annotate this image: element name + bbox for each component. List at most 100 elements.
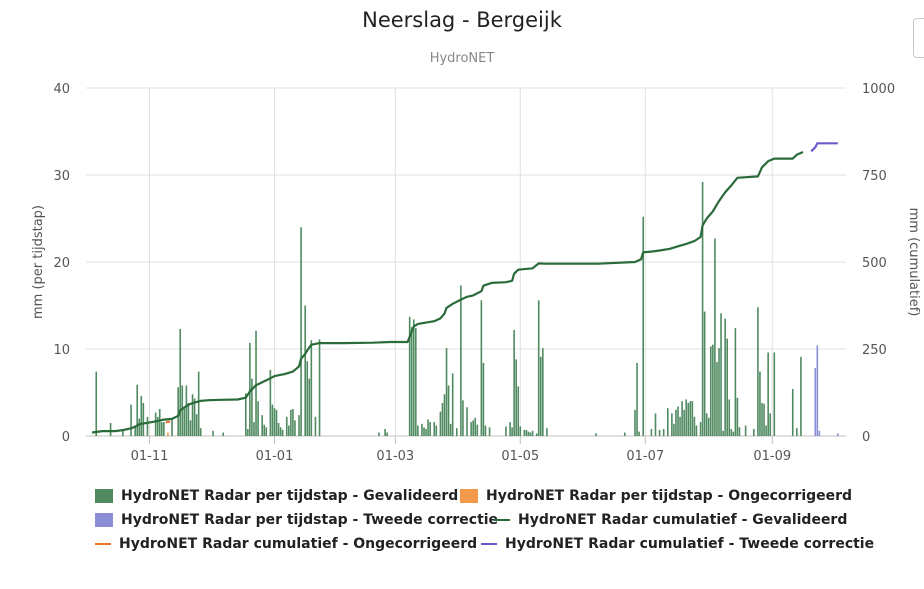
- bar-gevalideerd[interactable]: [537, 300, 540, 436]
- bar-gevalideerd[interactable]: [427, 419, 429, 436]
- bar-gevalideerd[interactable]: [677, 406, 679, 436]
- bar-gevalideerd[interactable]: [177, 387, 179, 436]
- bar-gevalideerd[interactable]: [642, 216, 644, 436]
- bar-gevalideerd[interactable]: [160, 422, 163, 436]
- bar-gevalideerd[interactable]: [767, 352, 769, 436]
- bar-gevalideerd[interactable]: [482, 362, 485, 436]
- bar-tweede[interactable]: [816, 345, 819, 436]
- legend-item[interactable]: HydroNET Radar cumulatief - Ongecorrigee…: [95, 536, 477, 552]
- bar-gevalideerd[interactable]: [185, 385, 188, 436]
- bar-gevalideerd[interactable]: [527, 431, 530, 436]
- bar-gevalideerd[interactable]: [724, 318, 726, 436]
- bar-gevalideerd[interactable]: [699, 422, 702, 436]
- bar-gevalideerd[interactable]: [515, 359, 517, 436]
- bar-gevalideerd[interactable]: [142, 402, 145, 436]
- bar-gevalideerd[interactable]: [470, 422, 472, 436]
- bar-gevalideerd[interactable]: [474, 417, 477, 436]
- bar-gevalideerd[interactable]: [714, 238, 716, 436]
- bar-gevalideerd[interactable]: [744, 425, 747, 436]
- bar-gevalideerd[interactable]: [410, 327, 413, 436]
- bar-gevalideerd[interactable]: [433, 422, 436, 436]
- bar-gevalideerd[interactable]: [753, 429, 755, 436]
- bar-gevalideerd[interactable]: [249, 342, 251, 436]
- bar-gevalideerd[interactable]: [709, 346, 712, 436]
- bar-gevalideerd[interactable]: [796, 428, 798, 436]
- bar-gevalideerd[interactable]: [247, 429, 249, 436]
- bar-gevalideerd[interactable]: [318, 339, 321, 436]
- bar-gevalideerd[interactable]: [687, 402, 690, 436]
- bar-gevalideerd[interactable]: [429, 422, 431, 436]
- bar-gevalideerd[interactable]: [122, 429, 124, 436]
- bar-gevalideerd[interactable]: [763, 403, 765, 436]
- bar-gevalideerd[interactable]: [310, 340, 313, 436]
- bar-gevalideerd[interactable]: [769, 413, 772, 436]
- bar-gevalideerd[interactable]: [181, 385, 184, 436]
- bar-gevalideerd[interactable]: [158, 409, 161, 436]
- bar-gevalideerd[interactable]: [294, 420, 296, 436]
- bar-gevalideerd[interactable]: [253, 422, 255, 436]
- bar-gevalideerd[interactable]: [728, 399, 731, 436]
- bar-gevalideerd[interactable]: [720, 313, 722, 436]
- bar-gevalideerd[interactable]: [654, 413, 657, 436]
- bar-gevalideerd[interactable]: [691, 401, 694, 436]
- bar-gevalideerd[interactable]: [662, 429, 665, 436]
- legend-item[interactable]: HydroNET Radar per tijdstap - Gevalideer…: [95, 488, 458, 504]
- bar-gevalideerd[interactable]: [425, 429, 427, 436]
- bar-gevalideerd[interactable]: [288, 425, 290, 436]
- bar-gevalideerd[interactable]: [261, 415, 263, 436]
- bar-gevalideerd[interactable]: [308, 378, 311, 436]
- bar-gevalideerd[interactable]: [271, 404, 274, 436]
- bar-gevalideerd[interactable]: [759, 371, 761, 436]
- bar-gevalideerd[interactable]: [265, 427, 268, 436]
- bar-gevalideerd[interactable]: [546, 428, 548, 436]
- bar-gevalideerd[interactable]: [378, 432, 380, 436]
- bar-gevalideerd[interactable]: [712, 344, 714, 436]
- bar-gevalideerd[interactable]: [191, 394, 194, 436]
- bar-gevalideerd[interactable]: [441, 402, 444, 436]
- bar-gevalideerd[interactable]: [511, 427, 513, 436]
- bar-gevalideerd[interactable]: [460, 285, 462, 436]
- bar-gevalideerd[interactable]: [722, 430, 724, 436]
- bar-gevalideerd[interactable]: [171, 418, 173, 436]
- bar-gevalideerd[interactable]: [650, 429, 653, 436]
- bar-gevalideerd[interactable]: [679, 416, 681, 436]
- bar-tweede[interactable]: [818, 430, 821, 436]
- chart-menu-button[interactable]: [913, 18, 924, 58]
- bar-gevalideerd[interactable]: [277, 422, 280, 436]
- bar-gevalideerd[interactable]: [683, 409, 685, 436]
- bar-gevalideerd[interactable]: [275, 409, 278, 436]
- bar-gevalideerd[interactable]: [189, 420, 192, 436]
- bar-gevalideerd[interactable]: [279, 427, 282, 436]
- bar-gevalideerd[interactable]: [695, 425, 698, 436]
- bar-gevalideerd[interactable]: [134, 425, 136, 436]
- bar-gevalideerd[interactable]: [505, 426, 507, 436]
- bar-gevalideerd[interactable]: [800, 356, 802, 436]
- bar-gevalideerd[interactable]: [415, 328, 417, 436]
- bar-gevalideerd[interactable]: [163, 422, 165, 436]
- bar-gevalideerd[interactable]: [154, 412, 157, 436]
- bar-gevalideerd[interactable]: [517, 386, 520, 436]
- bar-gevalideerd[interactable]: [212, 430, 214, 436]
- bar-tweede[interactable]: [814, 368, 817, 436]
- bar-ongecorrigeerd[interactable]: [167, 432, 169, 436]
- bar-gevalideerd[interactable]: [542, 348, 544, 436]
- bar-gevalideerd[interactable]: [222, 432, 225, 436]
- bar-gevalideerd[interactable]: [285, 416, 288, 436]
- bar-gevalideerd[interactable]: [726, 338, 728, 436]
- bar-gevalideerd[interactable]: [455, 428, 458, 436]
- bar-gevalideerd[interactable]: [421, 423, 423, 436]
- bar-gevalideerd[interactable]: [199, 428, 202, 436]
- bar-gevalideerd[interactable]: [462, 400, 464, 436]
- bar-gevalideerd[interactable]: [525, 429, 528, 436]
- bar-gevalideerd[interactable]: [658, 429, 661, 436]
- bar-gevalideerd[interactable]: [673, 423, 675, 436]
- bar-gevalideerd[interactable]: [539, 356, 542, 436]
- bar-gevalideerd[interactable]: [197, 371, 200, 436]
- bar-gevalideerd[interactable]: [298, 415, 300, 436]
- bar-gevalideerd[interactable]: [761, 402, 763, 436]
- bar-gevalideerd[interactable]: [146, 416, 149, 436]
- bar-gevalideerd[interactable]: [736, 397, 739, 436]
- bar-gevalideerd[interactable]: [765, 425, 767, 436]
- bar-gevalideerd[interactable]: [95, 371, 98, 436]
- bar-gevalideerd[interactable]: [671, 413, 673, 436]
